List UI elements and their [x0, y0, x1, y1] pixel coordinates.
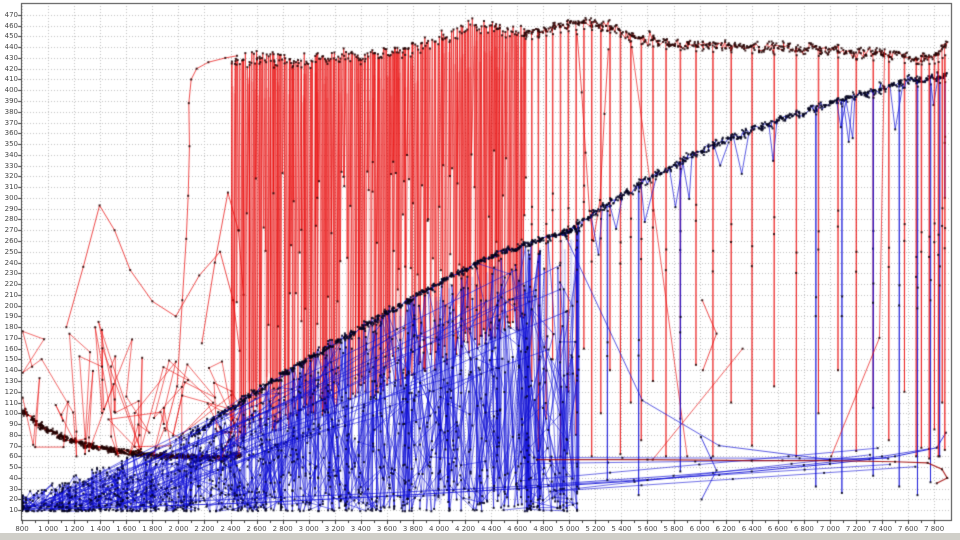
window-bottom-strip: [0, 533, 960, 540]
